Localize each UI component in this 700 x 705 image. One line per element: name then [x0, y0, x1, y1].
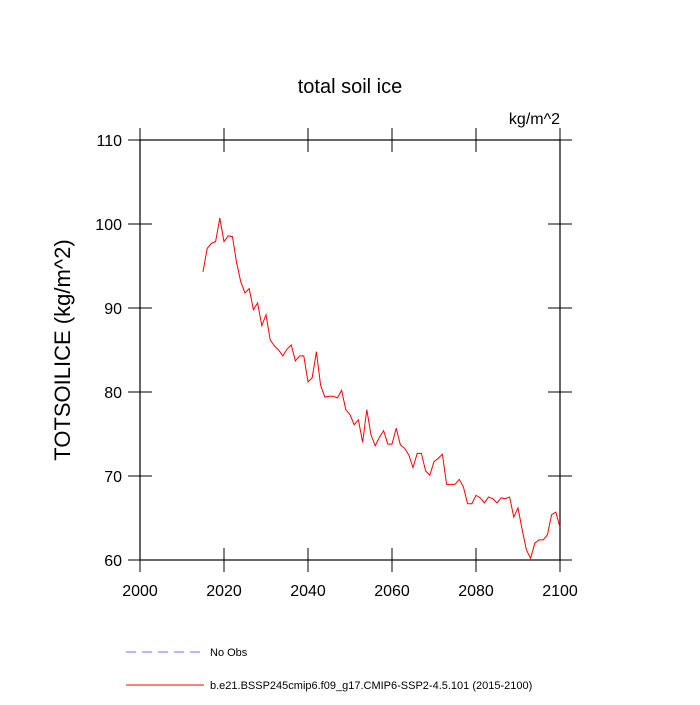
x-tick-label: 2060 — [374, 583, 410, 600]
x-tick-label: 2020 — [206, 583, 242, 600]
y-tick-label: 100 — [95, 217, 122, 234]
y-tick-label: 110 — [96, 133, 122, 150]
legend-label: b.e21.BSSP245cmip6.f09_g17.CMIP6-SSP2-4.… — [210, 680, 532, 692]
y-axis-label: TOTSOILICE (kg/m^2) — [50, 239, 75, 460]
x-tick-label: 2100 — [542, 583, 578, 600]
plot-frame — [139, 139, 561, 561]
y-tick-label: 60 — [104, 553, 122, 570]
y-tick-label: 90 — [104, 301, 122, 318]
units-label: kg/m^2 — [509, 111, 560, 128]
y-tick-label: 70 — [104, 469, 122, 486]
y-tick-label: 80 — [104, 385, 122, 402]
x-tick-label: 2040 — [290, 583, 326, 600]
legend-label: No Obs — [210, 647, 248, 659]
x-tick-label: 2080 — [458, 583, 494, 600]
chart-title: total soil ice — [298, 76, 403, 98]
x-tick-label: 2000 — [122, 583, 158, 600]
data-line — [202, 218, 561, 560]
